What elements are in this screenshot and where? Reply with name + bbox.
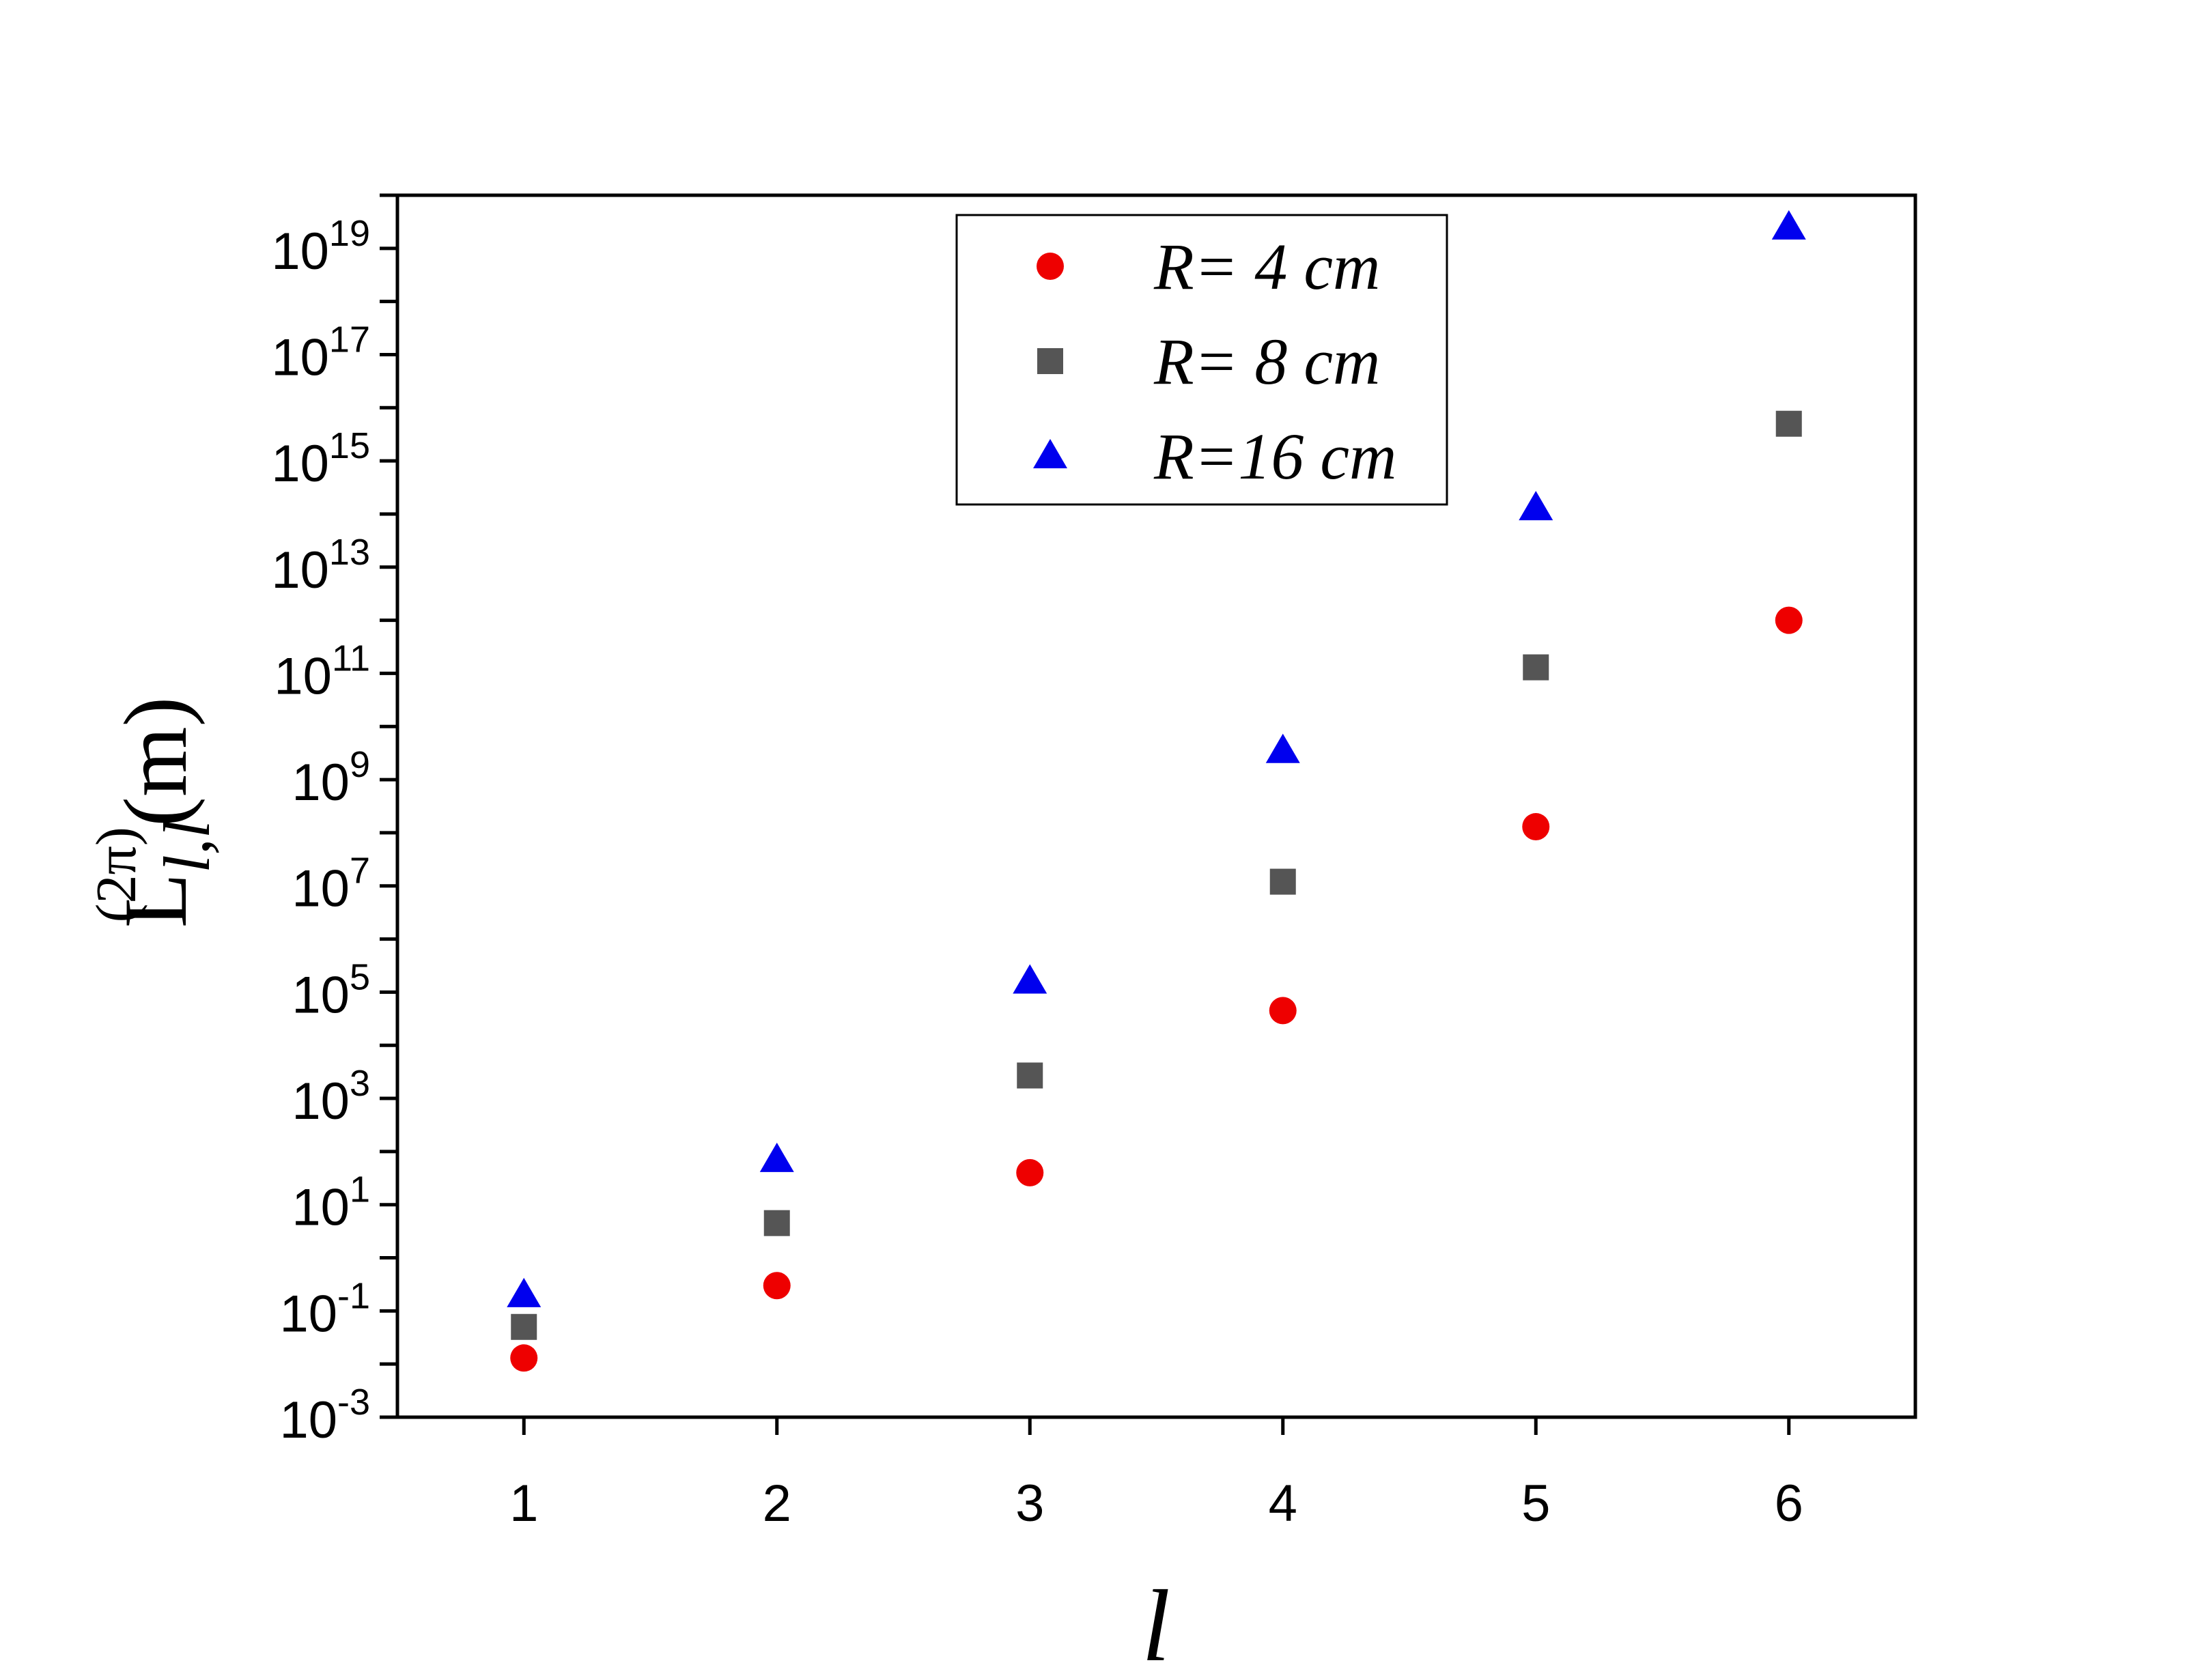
data-point-square [1017,1062,1043,1089]
data-markers [507,210,1806,1372]
data-point-triangle [1013,964,1047,994]
data-point-circle [763,1272,791,1300]
data-point-triangle [1519,491,1553,521]
data-point-triangle [507,1277,541,1307]
y-tick-label: 1011 [274,638,370,705]
y-tick-label: 101 [292,1169,370,1237]
axis-ticks [380,193,1791,1435]
data-point-square [1775,410,1802,437]
data-point-square [763,1210,790,1236]
legend-marker [1037,348,1063,374]
y-tick-label: 105 [292,956,370,1024]
y-tick-label: 1017 [271,319,370,386]
tick-labels: 1 2 3 4 5 6 10-3 10-1 101 103 105 107 109 1011 1013 101… [271,213,1803,1533]
y-tick-label: 103 [292,1063,370,1130]
data-point-circle [1775,606,1803,634]
legend-label: R=16 cm [1153,420,1396,493]
y-axis-title-unit: (m) [105,697,206,827]
data-point-circle [1522,813,1550,841]
data-point-triangle [1771,210,1806,240]
x-tick-label: 5 [1521,1475,1550,1533]
data-point-circle [1016,1158,1044,1186]
y-axis-title-subscript: l,l [150,820,223,872]
x-tick-label: 3 [1015,1475,1044,1533]
legend-label: R= 8 cm [1153,325,1380,398]
data-point-circle [1269,997,1297,1025]
y-tick-label: 1013 [271,532,370,599]
y-tick-label: 109 [292,744,370,812]
data-point-square [1269,868,1296,895]
data-point-triangle [759,1142,794,1172]
legend-marker [1033,439,1067,468]
y-axis-title: Ll,l(2π)(m) [85,697,223,928]
data-point-square [1523,654,1549,681]
data-point-circle [510,1344,538,1372]
y-axis-title-main: L [105,873,206,928]
data-point-square [511,1313,537,1340]
x-axis-title: l [1142,1569,1170,1680]
data-point-triangle [1265,733,1300,763]
y-tick-label: 1015 [271,425,370,493]
y-tick-label: 10-1 [279,1275,370,1343]
y-tick-label: 107 [292,851,370,918]
x-tick-label: 1 [509,1475,538,1533]
x-tick-label: 2 [763,1475,791,1533]
y-axis-title-superscript: (2π) [85,827,148,922]
y-tick-label: 1019 [271,213,370,281]
plot-frame [395,193,1917,1419]
legend-entries: R= 4 cm R= 8 cm R=16 cm [1033,230,1396,493]
legend: R= 4 cm R= 8 cm R=16 cm [955,214,1448,506]
x-tick-label: 6 [1775,1475,1803,1533]
y-tick-label: 10-3 [279,1382,370,1449]
legend-marker [1037,253,1064,280]
legend-label: R= 4 cm [1153,230,1380,303]
x-tick-label: 4 [1269,1475,1297,1533]
